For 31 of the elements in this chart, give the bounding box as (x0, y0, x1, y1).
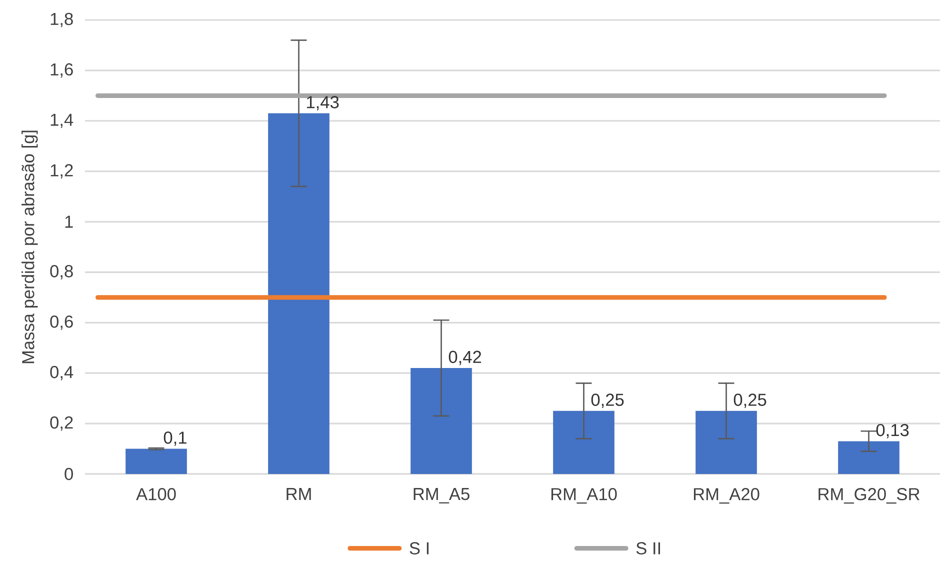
data-label: 0,25 (734, 394, 766, 408)
data-label: 1,43 (307, 96, 339, 110)
bar (126, 448, 187, 474)
x-tick-label: RM_A20 (694, 488, 760, 504)
y-axis-title: Massa perdida por abrasão [g] (22, 130, 38, 364)
x-tick-label: RM_A10 (551, 488, 617, 504)
data-label: 0,42 (448, 350, 482, 366)
y-tick-label: 1,6 (50, 63, 73, 78)
y-tick-label: 0,8 (50, 265, 73, 280)
legend-label: S II (636, 542, 660, 554)
y-tick-label: 1,8 (50, 12, 73, 28)
data-label: 0,1 (164, 432, 186, 446)
y-tick-label: 1 (65, 216, 73, 228)
x-tick-label: RM (286, 488, 311, 500)
legend-label: S I (410, 542, 429, 554)
y-tick-label: 0 (64, 468, 73, 480)
x-tick-label: RM_A5 (414, 488, 470, 504)
x-tick-label: RM_G20_SR (818, 488, 920, 504)
bar (268, 113, 330, 474)
bar (410, 368, 472, 474)
y-tick-label: 0,4 (50, 366, 74, 380)
y-tick-label: 1,2 (50, 164, 73, 178)
data-label: 0,13 (876, 424, 909, 438)
bar (553, 410, 614, 474)
y-tick-label: 0,6 (50, 315, 73, 330)
data-label: 0,25 (591, 394, 624, 408)
y-tick-label: 0,2 (50, 416, 73, 431)
bar (696, 410, 757, 474)
y-tick-label: 1,4 (50, 114, 74, 128)
x-tick-label: A100 (136, 488, 176, 500)
bar (838, 441, 900, 474)
